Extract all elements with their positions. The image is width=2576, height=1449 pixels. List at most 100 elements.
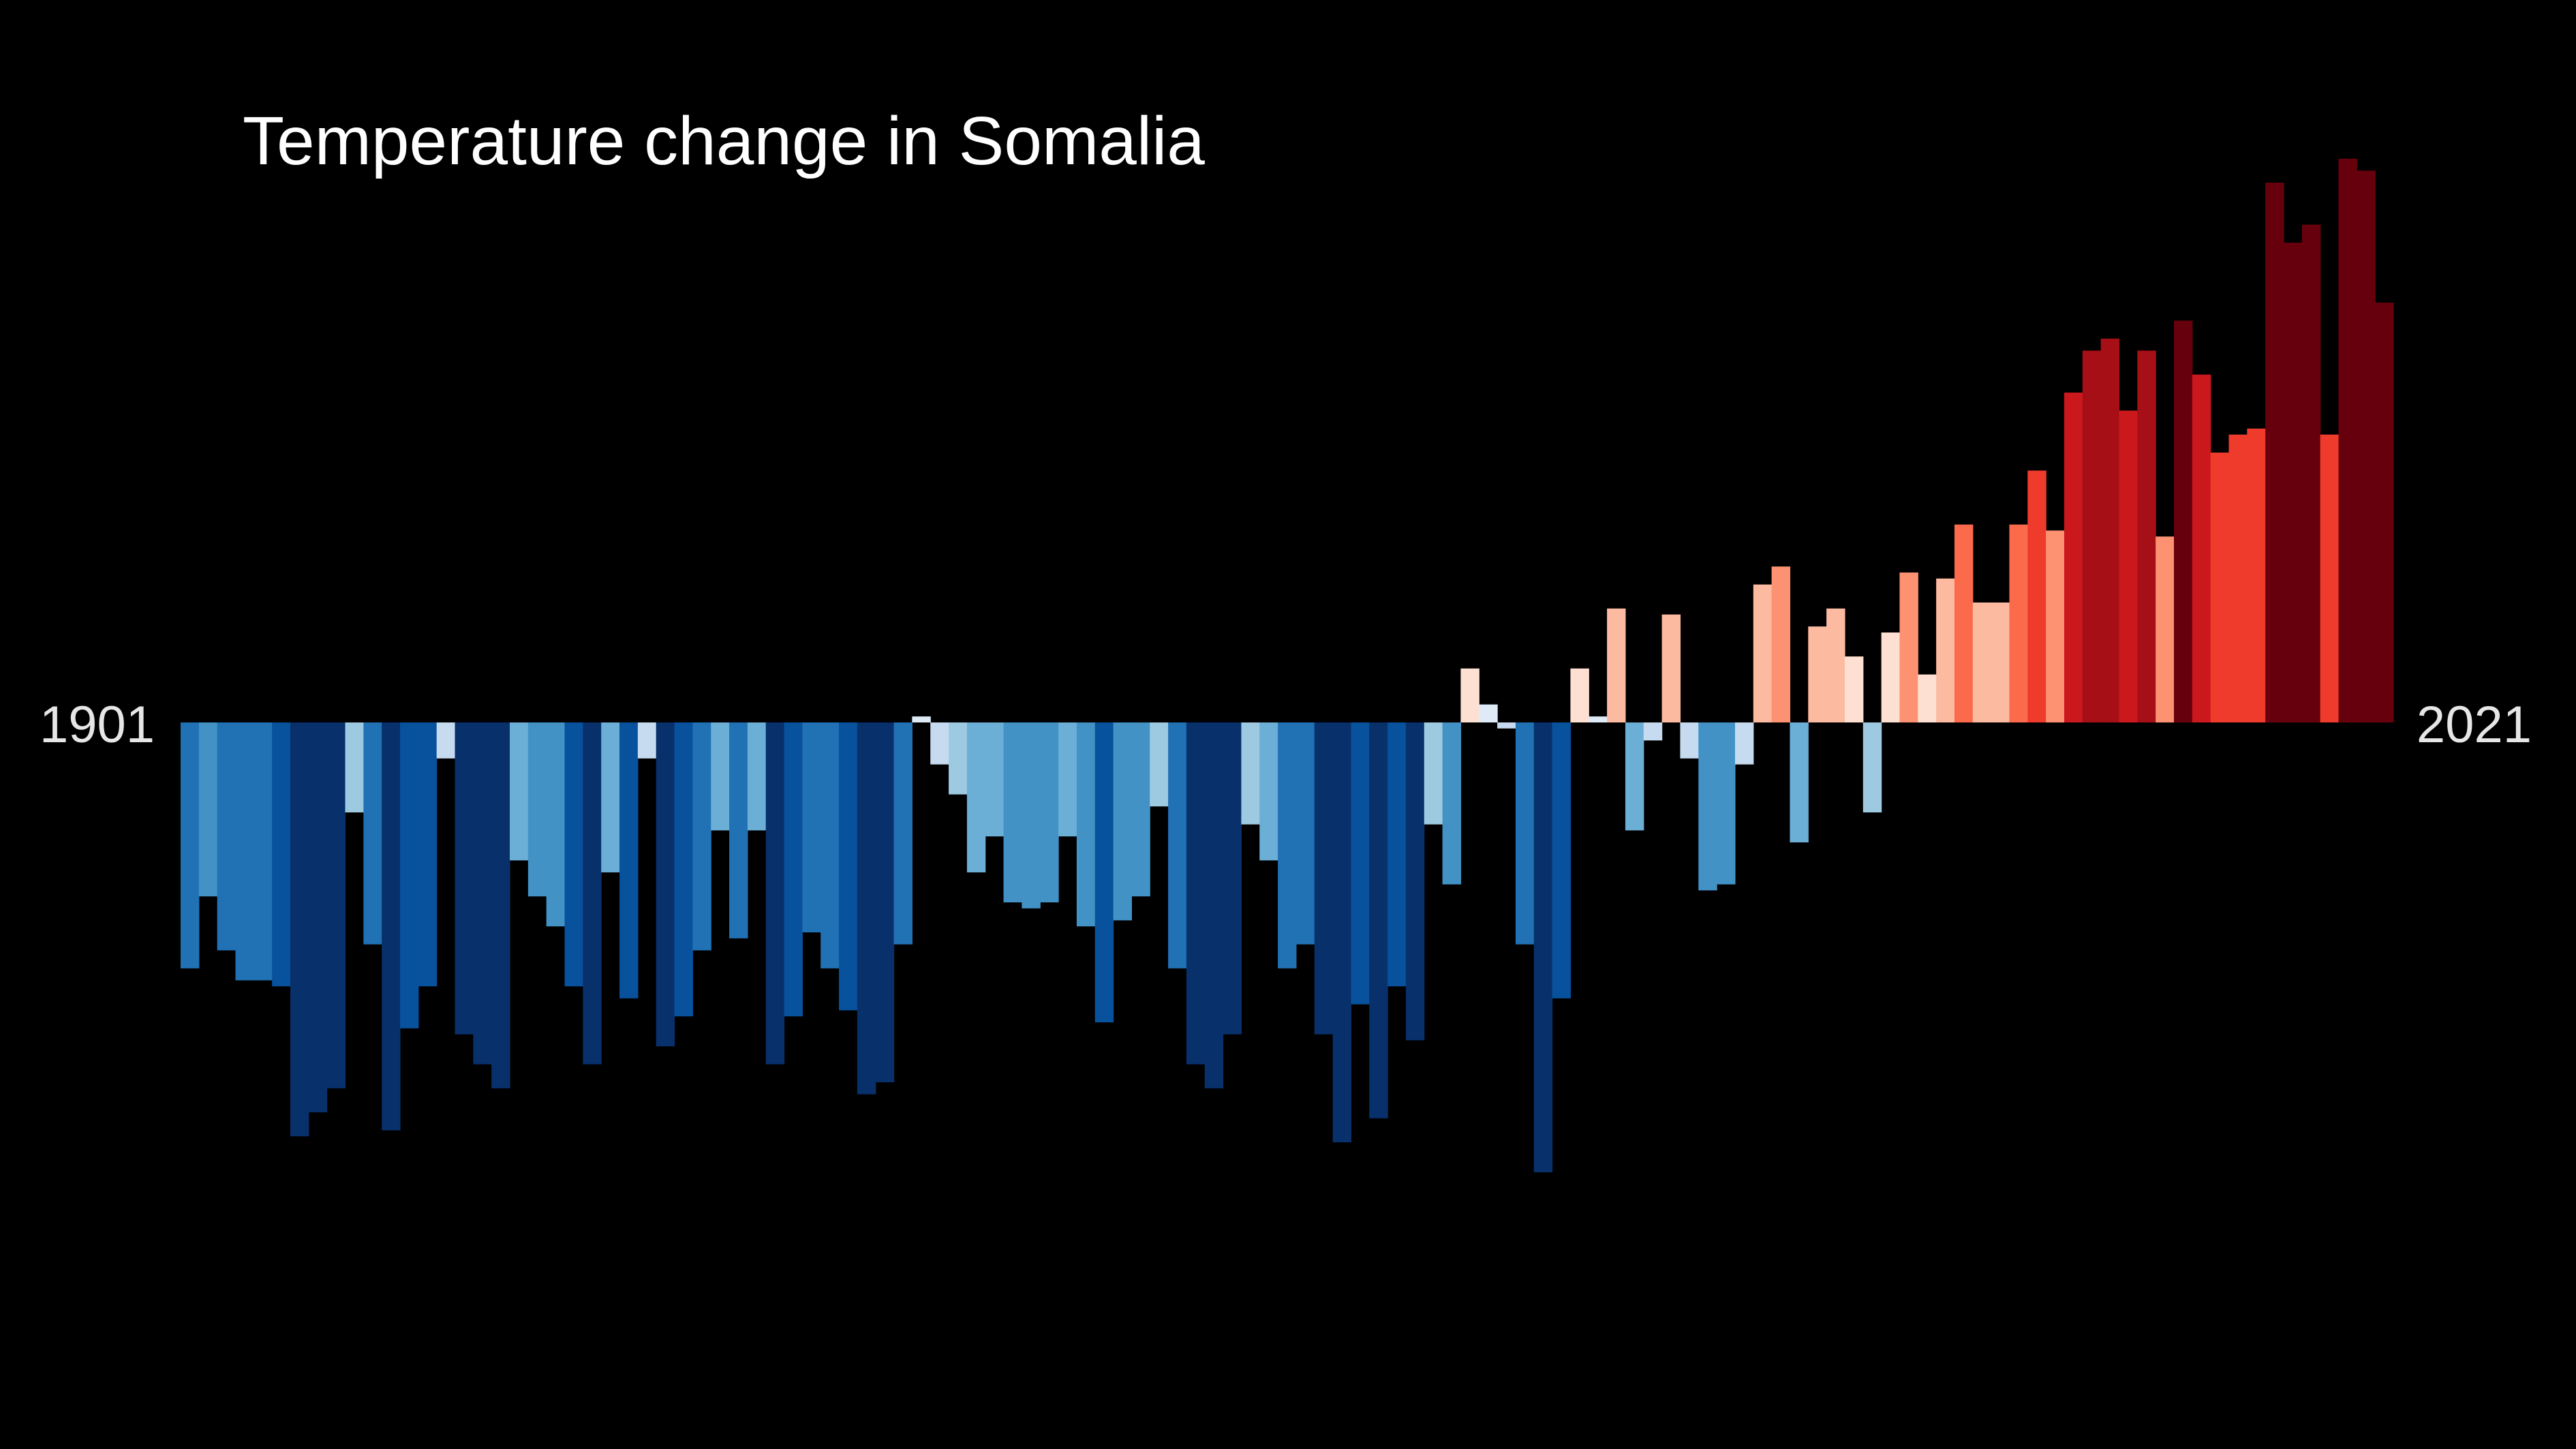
bar-1965	[1351, 722, 1370, 1005]
bar-1972	[1479, 704, 1498, 722]
bar-2000	[1991, 603, 2010, 722]
bar-1934	[784, 722, 803, 1017]
bar-1991	[1826, 608, 1845, 722]
bar-2010	[2173, 320, 2193, 722]
bar-1913	[400, 722, 419, 1028]
bar-2011	[2192, 374, 2211, 722]
bar-2012	[2210, 453, 2230, 722]
bar-1917	[473, 722, 492, 1065]
start-year-label: 1901	[40, 696, 155, 754]
bar-1952	[1113, 722, 1132, 921]
bar-2013	[2228, 434, 2248, 722]
bar-1968	[1405, 722, 1425, 1041]
bar-1990	[1808, 626, 1827, 722]
bar-1984	[1698, 722, 1717, 891]
bar-1940	[893, 722, 913, 945]
bar-1914	[418, 722, 438, 987]
bar-1963	[1314, 722, 1334, 1035]
bar-1966	[1369, 722, 1388, 1118]
bar-1946	[1003, 722, 1022, 902]
bar-1956	[1186, 722, 1206, 1065]
bar-1967	[1387, 722, 1407, 987]
bar-1997	[1936, 578, 1955, 722]
bar-2002	[2027, 470, 2046, 722]
bar-1988	[1771, 566, 1791, 722]
bar-1951	[1094, 722, 1114, 1022]
bar-1982	[1661, 614, 1681, 722]
bar-1975	[1533, 722, 1553, 1172]
bar-1903	[217, 722, 236, 951]
bar-2003	[2046, 530, 2065, 722]
bar-1980	[1625, 722, 1644, 831]
bar-1971	[1460, 668, 1479, 722]
bar-1996	[1918, 674, 1937, 722]
bar-1999	[1972, 603, 1992, 722]
bar-1973	[1497, 722, 1516, 729]
bar-2021	[2375, 303, 2394, 722]
bar-1922	[564, 722, 583, 987]
bar-1989	[1790, 722, 1809, 842]
bar-1923	[583, 722, 602, 1065]
bar-1924	[601, 722, 620, 872]
bar-1979	[1607, 608, 1626, 722]
bar-2001	[2009, 524, 2028, 722]
bar-1935	[802, 722, 821, 932]
bar-1992	[1844, 656, 1864, 722]
bar-1970	[1442, 722, 1462, 885]
bar-1945	[985, 722, 1005, 837]
bar-1902	[198, 722, 218, 897]
bars-group	[181, 158, 2394, 1172]
bar-1943	[949, 722, 968, 795]
bar-1974	[1515, 722, 1535, 945]
bar-1954	[1150, 722, 1169, 807]
bar-1936	[821, 722, 840, 968]
bar-1957	[1204, 722, 1224, 1088]
bar-1993	[1862, 722, 1882, 812]
bar-1915	[436, 722, 456, 759]
bar-1910	[345, 722, 364, 812]
bar-1911	[363, 722, 382, 945]
bar-1931	[729, 722, 748, 939]
bar-1926	[637, 722, 657, 759]
bar-1953	[1131, 722, 1150, 897]
bar-1960	[1259, 722, 1278, 861]
bar-1937	[839, 722, 858, 1011]
bar-1942	[930, 722, 949, 765]
bar-1958	[1223, 722, 1242, 1035]
bar-1927	[656, 722, 675, 1047]
bar-1918	[491, 722, 510, 1088]
bar-1987	[1753, 584, 1773, 722]
bar-1959	[1241, 722, 1260, 825]
bar-2004	[2064, 393, 2083, 722]
bar-2016	[2283, 243, 2303, 722]
bar-1976	[1552, 722, 1571, 998]
chart-title: Temperature change in Somalia	[243, 103, 1205, 179]
bar-1907	[290, 722, 309, 1137]
bar-1901	[181, 722, 200, 968]
bar-1998	[1954, 524, 1974, 722]
bar-1981	[1643, 722, 1663, 741]
bar-1944	[966, 722, 986, 872]
bar-1941	[912, 716, 931, 722]
bar-2007	[2119, 410, 2138, 722]
bar-2008	[2137, 350, 2156, 722]
bar-2009	[2156, 536, 2175, 722]
bar-1925	[619, 722, 639, 998]
bar-1955	[1168, 722, 1187, 968]
bar-1933	[765, 722, 785, 1065]
bar-1949	[1058, 722, 1077, 837]
bar-1983	[1680, 722, 1699, 759]
bar-1929	[692, 722, 711, 951]
bar-2017	[2301, 224, 2321, 723]
bar-1920	[527, 722, 547, 897]
bar-1978	[1589, 716, 1608, 722]
bar-1909	[326, 722, 346, 1088]
bar-1930	[711, 722, 730, 831]
bar-1906	[272, 722, 291, 987]
bar-1932	[747, 722, 767, 831]
bar-1928	[674, 722, 693, 1017]
bar-1986	[1734, 722, 1754, 765]
bar-1985	[1717, 722, 1736, 885]
bar-2019	[2338, 158, 2357, 723]
